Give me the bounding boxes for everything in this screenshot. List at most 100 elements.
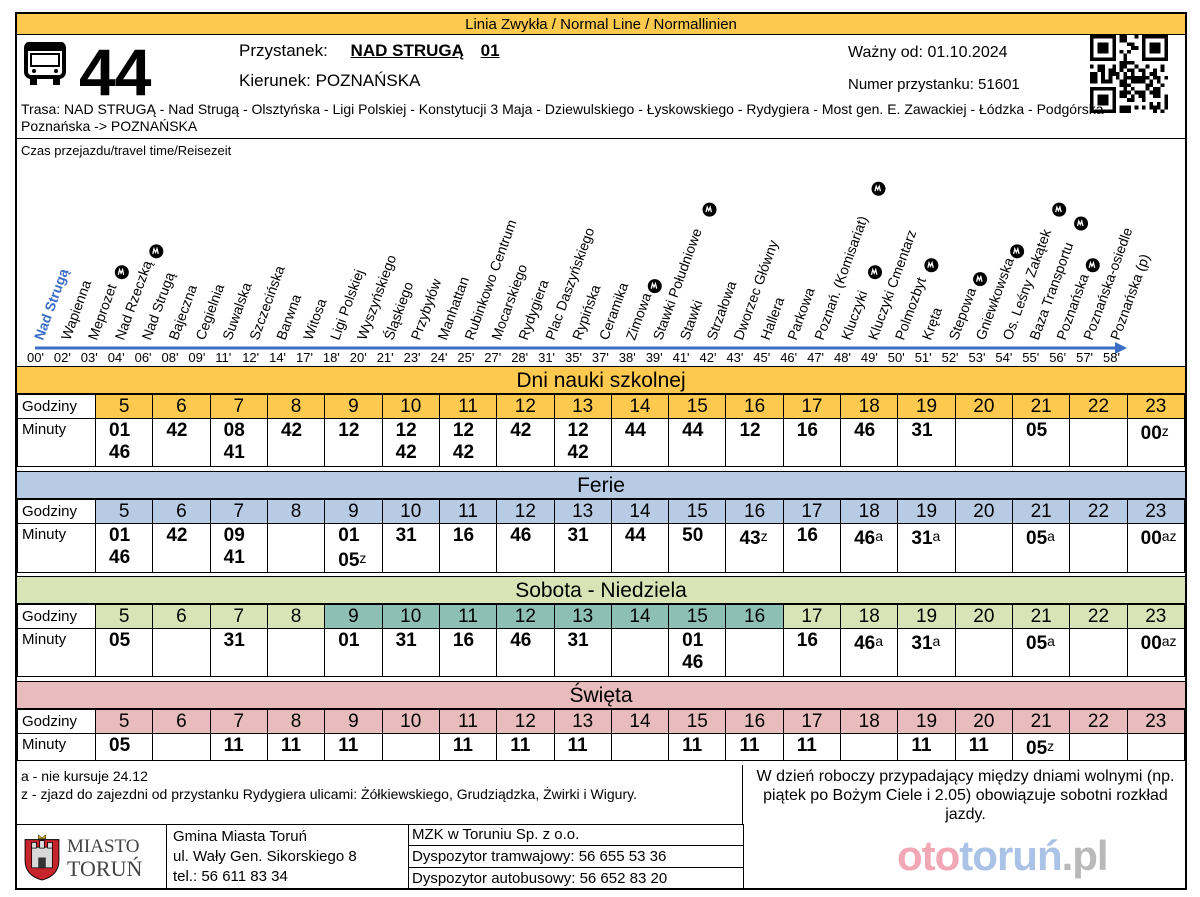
gmina-name: Gmina Miasta Toruń bbox=[173, 828, 307, 845]
minutes-label: Minuty bbox=[17, 733, 96, 761]
qr-module bbox=[1156, 101, 1161, 106]
departure-minute: 11 bbox=[911, 735, 932, 756]
minutes-cell: 05a bbox=[1011, 628, 1071, 677]
qr-module bbox=[1156, 79, 1161, 84]
minute-label: 53' bbox=[969, 350, 986, 365]
stop-code: 01 bbox=[480, 41, 500, 60]
na-zadanie-icon bbox=[149, 244, 164, 259]
schedule-table: Godziny 5 6 7 8 9 10 11 12 13 14 15 16 17 18 19 20 21 22 23… bbox=[17, 709, 1185, 761]
footnote-marker: a bbox=[875, 528, 883, 544]
departure-minute: 42 bbox=[510, 420, 532, 441]
departure-minute: 01 bbox=[338, 525, 360, 546]
qr-module bbox=[1112, 90, 1116, 95]
qr-module bbox=[1153, 75, 1157, 80]
departure-minute: 42 bbox=[567, 442, 589, 463]
departure-minute: 00az bbox=[1140, 633, 1177, 654]
qr-module bbox=[1156, 49, 1161, 54]
departure-minute: 46a bbox=[854, 528, 883, 549]
qr-module bbox=[1090, 79, 1094, 84]
qr-module bbox=[1142, 35, 1146, 39]
line-number: 44 bbox=[79, 35, 151, 109]
qr-code-icon bbox=[1090, 35, 1168, 113]
stop-row: Przystanek: NAD STRUGĄ 01 bbox=[239, 41, 500, 61]
hour-cell: 10 bbox=[381, 394, 440, 419]
footnote-marker: z bbox=[1047, 738, 1055, 754]
minutes-cell: 05 bbox=[94, 628, 154, 677]
hour-cell: 12 bbox=[496, 709, 555, 734]
qr-module bbox=[1108, 68, 1113, 73]
qr-module bbox=[1097, 68, 1102, 73]
qr-module bbox=[1123, 61, 1128, 65]
qr-module bbox=[1138, 75, 1142, 80]
qr-module bbox=[1097, 109, 1102, 113]
departure-minute: 12 bbox=[338, 420, 360, 441]
qr-module bbox=[1119, 61, 1124, 65]
travel-time-label: Czas przejazdu/travel time/Reisezeit bbox=[21, 143, 232, 158]
qr-module bbox=[1090, 105, 1094, 110]
hour-cell: 11 bbox=[438, 604, 498, 629]
qr-module bbox=[1142, 105, 1146, 110]
footnote-z: z - zjazd do zajezdni od przystanku Rydy… bbox=[21, 786, 637, 802]
qr-module bbox=[1138, 68, 1142, 73]
minutes-cell: 31a bbox=[897, 523, 956, 573]
qr-module bbox=[1090, 46, 1094, 50]
qr-module bbox=[1142, 46, 1146, 50]
hour-cell: 12 bbox=[496, 394, 555, 419]
qr-module bbox=[1097, 64, 1102, 69]
qr-module bbox=[1101, 35, 1105, 39]
footnote-marker: a bbox=[1047, 633, 1055, 649]
minutes-cell bbox=[266, 628, 326, 677]
qr-module bbox=[1142, 98, 1146, 102]
qr-module bbox=[1093, 57, 1098, 61]
hour-cell: 16 bbox=[725, 499, 784, 524]
departure-minute: 16 bbox=[796, 420, 818, 441]
minute-label: 14' bbox=[269, 350, 286, 365]
qr-module bbox=[1090, 42, 1094, 47]
qr-module bbox=[1104, 46, 1109, 50]
stop-name-label: Stawki bbox=[676, 298, 705, 342]
minutes-cell: 50 bbox=[668, 523, 727, 573]
qr-module bbox=[1104, 109, 1109, 113]
minute-label: 35' bbox=[565, 350, 582, 365]
stop-name-label: Hallera bbox=[757, 295, 787, 342]
hour-cell: 13 bbox=[553, 604, 612, 629]
minutes-cell bbox=[610, 628, 670, 677]
footnotes: a - nie kursuje 24.12 z - zjazd do zajez… bbox=[17, 765, 743, 824]
qr-module bbox=[1149, 83, 1154, 87]
minutes-cell bbox=[840, 733, 899, 761]
minutes-cell: 31 bbox=[209, 628, 268, 677]
city-name-line1: MIASTO bbox=[67, 836, 140, 857]
qr-module bbox=[1112, 57, 1116, 61]
hour-cell: 18 bbox=[840, 499, 899, 524]
minutes-cell: 31 bbox=[897, 418, 956, 467]
minute-label: 42' bbox=[700, 350, 717, 365]
hour-cell: 17 bbox=[782, 604, 842, 629]
qr-module bbox=[1108, 35, 1113, 39]
qr-module bbox=[1164, 101, 1168, 106]
departure-minute: 42 bbox=[166, 420, 188, 441]
hour-cell: 13 bbox=[553, 499, 612, 524]
minutes-cell: 11 bbox=[266, 733, 326, 761]
minutes-cell: 01 46 bbox=[94, 523, 154, 573]
minutes-cell: 11 bbox=[496, 733, 555, 761]
minute-label: 20' bbox=[350, 350, 367, 365]
qr-module bbox=[1097, 87, 1102, 91]
direction-value: POZNAŃSKA bbox=[315, 71, 421, 90]
minute-label: 54' bbox=[995, 350, 1012, 365]
minutes-cell: 11 bbox=[782, 733, 842, 761]
qr-module bbox=[1156, 75, 1161, 80]
hour-cell: 8 bbox=[266, 709, 326, 734]
qr-module bbox=[1101, 75, 1105, 80]
minute-label: 45' bbox=[753, 350, 770, 365]
minutes-cell: 42 bbox=[152, 523, 211, 573]
hour-cell: 14 bbox=[610, 604, 670, 629]
schedule-title: Ferie bbox=[17, 471, 1185, 499]
footnote-marker: az bbox=[1161, 633, 1177, 649]
minutes-cell: 11 bbox=[954, 733, 1014, 761]
qr-module bbox=[1097, 42, 1102, 47]
divider bbox=[17, 138, 1185, 139]
gmina-address: ul. Wały Gen. Sikorskiego 8 bbox=[173, 848, 357, 865]
minutes-cell: 16 bbox=[438, 523, 498, 573]
qr-module bbox=[1142, 90, 1146, 95]
qr-module bbox=[1130, 42, 1135, 47]
